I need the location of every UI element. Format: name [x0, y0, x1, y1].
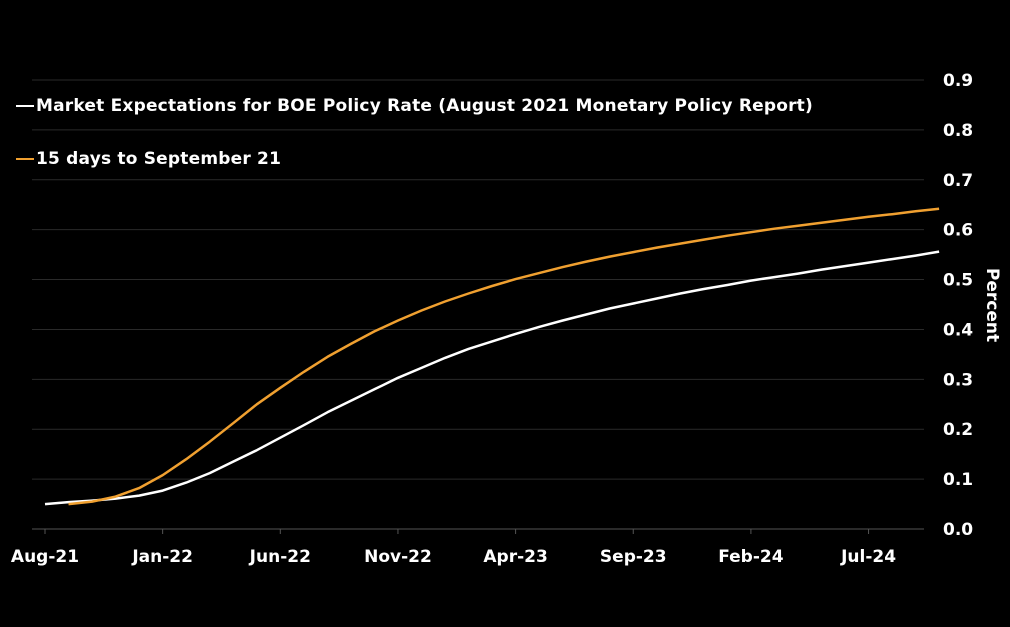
- legend-label-2: 15 days to September 21: [36, 149, 282, 169]
- legend-swatch-orange: [16, 158, 34, 160]
- legend-label-1: Market Expectations for BOE Policy Rate …: [36, 96, 813, 116]
- y-tick-labels: 0.0 0.1 0.2 0.3 0.4 0.5 0.6 0.7 0.8 0.9: [943, 71, 973, 540]
- x-tick-label: Jan-22: [131, 547, 193, 567]
- series-line-15-days: [68, 207, 940, 506]
- legend-entry-2: 15 days to September 21: [16, 149, 281, 169]
- y-tick-label: 0.4: [943, 320, 973, 340]
- x-tick-label: Nov-22: [364, 547, 432, 567]
- y-tick-label: 0.2: [943, 420, 973, 440]
- series-line-boe-expectations: [44, 250, 940, 506]
- x-tick-label: Apr-23: [483, 547, 547, 567]
- y-tick-label: 0.0: [943, 520, 973, 540]
- y-tick-label: 0.7: [943, 171, 973, 191]
- y-axis-label: Percent: [982, 268, 1002, 342]
- grid-lines: [32, 79, 924, 530]
- series-lines: [44, 207, 940, 506]
- legend-swatch-white: [16, 105, 34, 107]
- y-tick-label: 0.1: [943, 470, 973, 490]
- x-tick-labels: Aug-21 Jan-22 Jun-22 Nov-22 Apr-23 Sep-23 Feb-…: [11, 529, 896, 567]
- y-tick-label: 0.3: [943, 370, 973, 390]
- x-tick-label: Jun-22: [249, 547, 311, 567]
- x-tick-label: Sep-23: [600, 547, 667, 567]
- y-tick-label: 0.8: [943, 121, 973, 141]
- legend-entry-1: Market Expectations for BOE Policy Rate …: [16, 96, 813, 116]
- x-tick-label: Aug-21: [11, 547, 79, 567]
- x-tick-label: Jul-24: [840, 547, 896, 567]
- y-tick-label: 0.5: [943, 271, 973, 291]
- y-tick-label: 0.9: [943, 71, 973, 91]
- y-tick-label: 0.6: [943, 221, 973, 241]
- x-tick-label: Feb-24: [718, 547, 784, 567]
